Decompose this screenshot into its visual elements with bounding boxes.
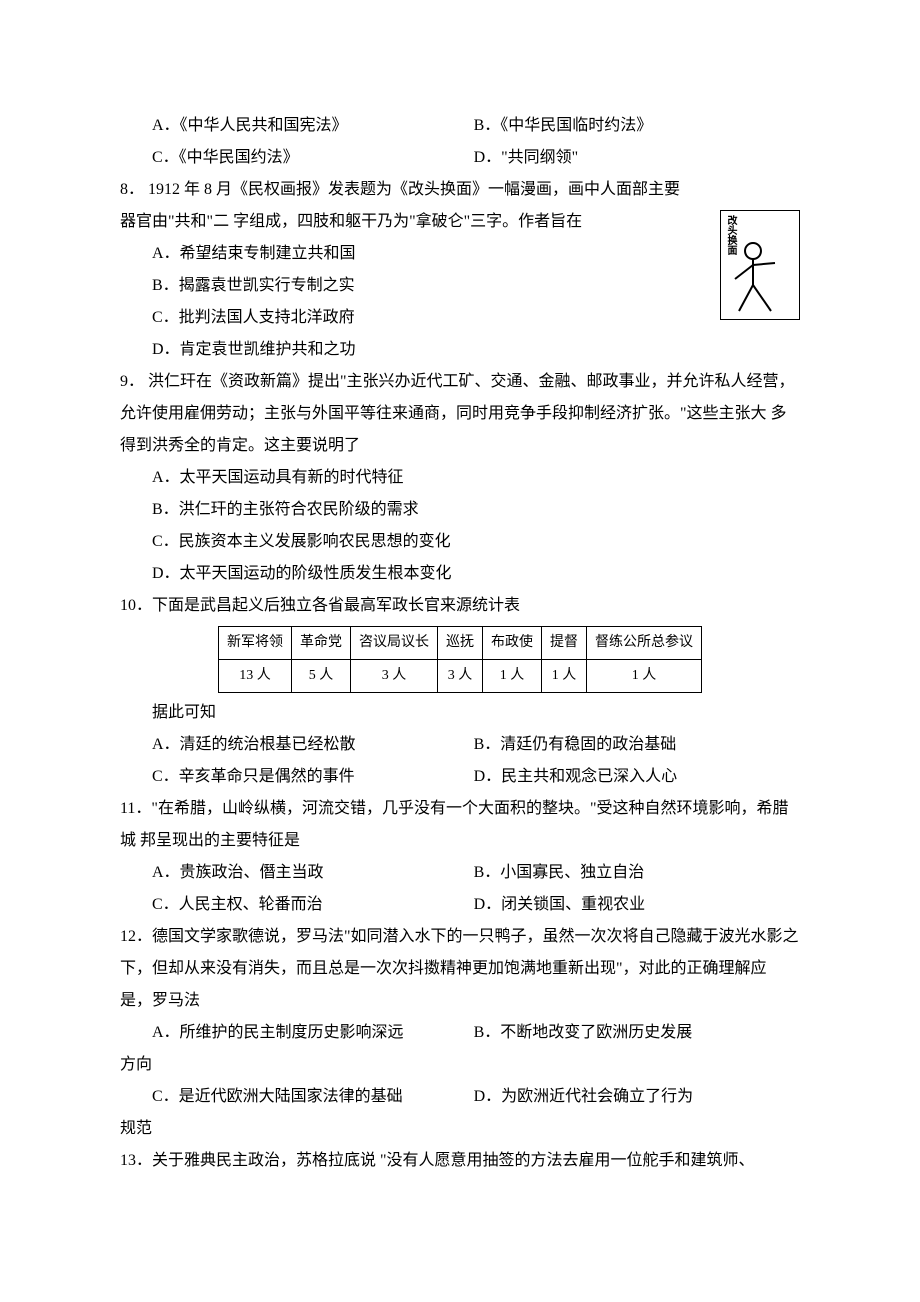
q11-stem: 11．"在希腊，山岭纵横，河流交错，几乎没有一个大面积的整块。"受这种自然环境影… (120, 793, 800, 857)
q10-after: 据此可知 (120, 697, 800, 729)
th-3: 巡抚 (438, 627, 483, 660)
th-5: 提督 (542, 627, 587, 660)
table-header-row: 新军将领 革命党 咨议局议长 巡抚 布政使 提督 督练公所总参议 (219, 627, 702, 660)
q10-options-row1: A．清廷的统治根基已经松散 B．清廷仍有稳固的政治基础 (120, 729, 800, 761)
q12-opt-a: A．所维护的民主制度历史影响深远 (152, 1024, 404, 1041)
q7-opt-b: B．《中华民国临时约法》 (474, 117, 653, 134)
q12-opt-d-pre: D．为欧洲近代社会确立了行为 (474, 1088, 694, 1105)
q8-opt-c: C．批判法国人支持北洋政府 (120, 302, 800, 334)
q11-opt-d: D．闭关锁国、重视农业 (474, 896, 646, 913)
td-6: 1 人 (587, 660, 702, 693)
th-2: 咨议局议长 (351, 627, 438, 660)
q10-opt-c: C．辛亥革命只是偶然的事件 (152, 768, 355, 785)
q10-opt-d: D．民主共和观念已深入人心 (474, 768, 678, 785)
q7-opt-d: D．"共同纲领" (474, 149, 579, 166)
q12-opt-b-tail: 方向 (120, 1049, 800, 1081)
q12-opt-c: C．是近代欧洲大陆国家法律的基础 (152, 1088, 403, 1105)
table-data-row: 13 人 5 人 3 人 3 人 1 人 1 人 1 人 (219, 660, 702, 693)
cartoon-figure-icon (729, 241, 793, 315)
th-4: 布政使 (483, 627, 542, 660)
q10-opt-a: A．清廷的统治根基已经松散 (152, 736, 356, 753)
q11-options-row1: A．贵族政治、僭主当政 B．小国寡民、独立自治 (120, 857, 800, 889)
q10-opt-b: B．清廷仍有稳固的政治基础 (474, 736, 677, 753)
td-2: 3 人 (351, 660, 438, 693)
q7-options-row1: A．《中华人民共和国宪法》 B．《中华民国临时约法》 (120, 110, 800, 142)
q7-options-row2: C．《中华民国约法》 D．"共同纲领" (120, 142, 800, 174)
th-0: 新军将领 (219, 627, 292, 660)
q11-options-row2: C．人民主权、轮番而治 D．闭关锁国、重视农业 (120, 889, 800, 921)
q9-opt-b: B．洪仁玕的主张符合农民阶级的需求 (120, 494, 800, 526)
q12-stem: 12．德国文学家歌德说，罗马法"如同潜入水下的一只鸭子，虽然一次次将自己隐藏于波… (120, 921, 800, 1017)
q10-stem: 10．下面是武昌起义后独立各省最高军政长官来源统计表 (120, 590, 800, 622)
q8-opt-a: A．希望结束专制建立共和国 (120, 238, 800, 270)
q11-opt-b: B．小国寡民、独立自治 (474, 864, 645, 881)
th-1: 革命党 (292, 627, 351, 660)
q12-options-row2: C．是近代欧洲大陆国家法律的基础 D．为欧洲近代社会确立了行为 (120, 1081, 800, 1113)
q11-opt-a: A．贵族政治、僭主当政 (152, 864, 324, 881)
q9-opt-a: A．太平天国运动具有新的时代特征 (120, 462, 800, 494)
th-6: 督练公所总参议 (587, 627, 702, 660)
td-0: 13 人 (219, 660, 292, 693)
q9-opt-c: C．民族资本主义发展影响农民思想的变化 (120, 526, 800, 558)
q9-opt-d: D．太平天国运动的阶级性质发生根本变化 (120, 558, 800, 590)
q12-opt-d-tail: 规范 (120, 1113, 800, 1145)
q10-options-row2: C．辛亥革命只是偶然的事件 D．民主共和观念已深入人心 (120, 761, 800, 793)
q8-stem-line2: 器官由"共和"二 字组成，四肢和躯干乃为"拿破仑"三字。作者旨在 (120, 206, 800, 238)
q9-stem: 9． 洪仁玕在《资政新篇》提出"主张兴办近代工矿、交通、金融、邮政事业，并允许私… (120, 366, 800, 462)
td-3: 3 人 (438, 660, 483, 693)
q10-table: 新军将领 革命党 咨议局议长 巡抚 布政使 提督 督练公所总参议 13 人 5 … (218, 626, 702, 693)
q8-opt-d: D．肯定袁世凯维护共和之功 (120, 334, 800, 366)
td-5: 1 人 (542, 660, 587, 693)
q8-opt-b: B．揭露袁世凯实行专制之实 (120, 270, 800, 302)
td-1: 5 人 (292, 660, 351, 693)
q10-table-wrap: 新军将领 革命党 咨议局议长 巡抚 布政使 提督 督练公所总参议 13 人 5 … (120, 626, 800, 693)
exam-page: A．《中华人民共和国宪法》 B．《中华民国临时约法》 C．《中华民国约法》 D．… (0, 0, 920, 1302)
q8-cartoon-box: 改头换面 (720, 210, 800, 320)
q7-opt-a: A．《中华人民共和国宪法》 (152, 117, 348, 134)
q12-opt-b-pre: B．不断地改变了欧洲历史发展 (474, 1024, 693, 1041)
q7-opt-c: C．《中华民国约法》 (152, 149, 299, 166)
q12-options-row1: A．所维护的民主制度历史影响深远 B．不断地改变了欧洲历史发展 (120, 1017, 800, 1049)
td-4: 1 人 (483, 660, 542, 693)
q8-stem-line1: 8． 1912 年 8 月《民权画报》发表题为《改头换面》一幅漫画，画中人面部主… (120, 174, 800, 206)
q11-opt-c: C．人民主权、轮番而治 (152, 896, 323, 913)
q13-stem: 13．关于雅典民主政治，苏格拉底说 "没有人愿意用抽签的方法去雇用一位舵手和建筑… (120, 1145, 800, 1177)
